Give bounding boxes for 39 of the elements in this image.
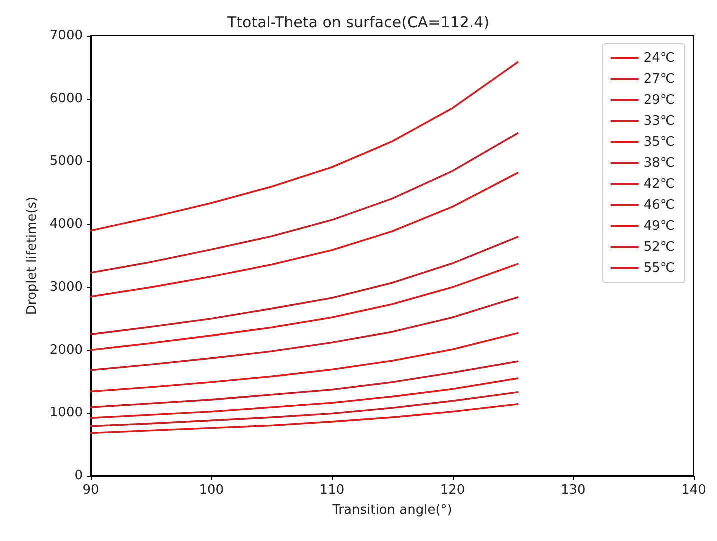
x-tick-label: 140 [682, 483, 706, 498]
legend-label: 55℃ [644, 261, 676, 276]
y-tick-label: 5000 [50, 154, 83, 170]
line-series [90, 360, 519, 408]
legend-label: 52℃ [644, 240, 676, 255]
legend-label: 27℃ [644, 72, 676, 87]
line-series [90, 392, 519, 428]
x-tick-label: 130 [560, 483, 586, 498]
line-series [90, 236, 519, 336]
x-tick-label: 100 [199, 483, 224, 498]
legend-label: 49℃ [644, 219, 676, 234]
legend-label: 33℃ [644, 114, 676, 129]
chart-title: Ttotal-Theta on surface(CA=112.4) [226, 14, 490, 32]
y-tick-label: 2000 [50, 342, 83, 358]
legend-label: 46℃ [644, 198, 676, 213]
x-axis-title: Transition angle(°) [332, 503, 452, 518]
x-tick-label: 120 [440, 483, 466, 498]
y-tick-label: 4000 [50, 217, 83, 232]
x-tick-label: 90 [82, 483, 100, 498]
legend-label: 38℃ [644, 156, 676, 171]
legend-label: 29℃ [644, 93, 676, 108]
y-tick-label: 3000 [50, 280, 83, 295]
y-tick-label: 1000 [50, 406, 83, 421]
y-tick-label: 0 [74, 468, 83, 484]
line-series [90, 332, 519, 393]
y-tick-label: 6000 [50, 91, 83, 106]
line-series [90, 132, 519, 274]
y-tick-label: 7000 [50, 28, 83, 44]
line-series [90, 296, 519, 372]
y-axis-title: Droplet lifetime(s) [25, 196, 40, 316]
line-series [90, 62, 519, 232]
legend-label: 24℃ [644, 51, 676, 66]
line-series [90, 172, 519, 298]
legend-label: 42℃ [644, 177, 676, 192]
x-tick-label: 110 [320, 483, 345, 498]
line-series [90, 403, 519, 434]
line-series [90, 263, 519, 352]
line-series [90, 378, 519, 420]
legend-label: 35℃ [644, 135, 676, 150]
